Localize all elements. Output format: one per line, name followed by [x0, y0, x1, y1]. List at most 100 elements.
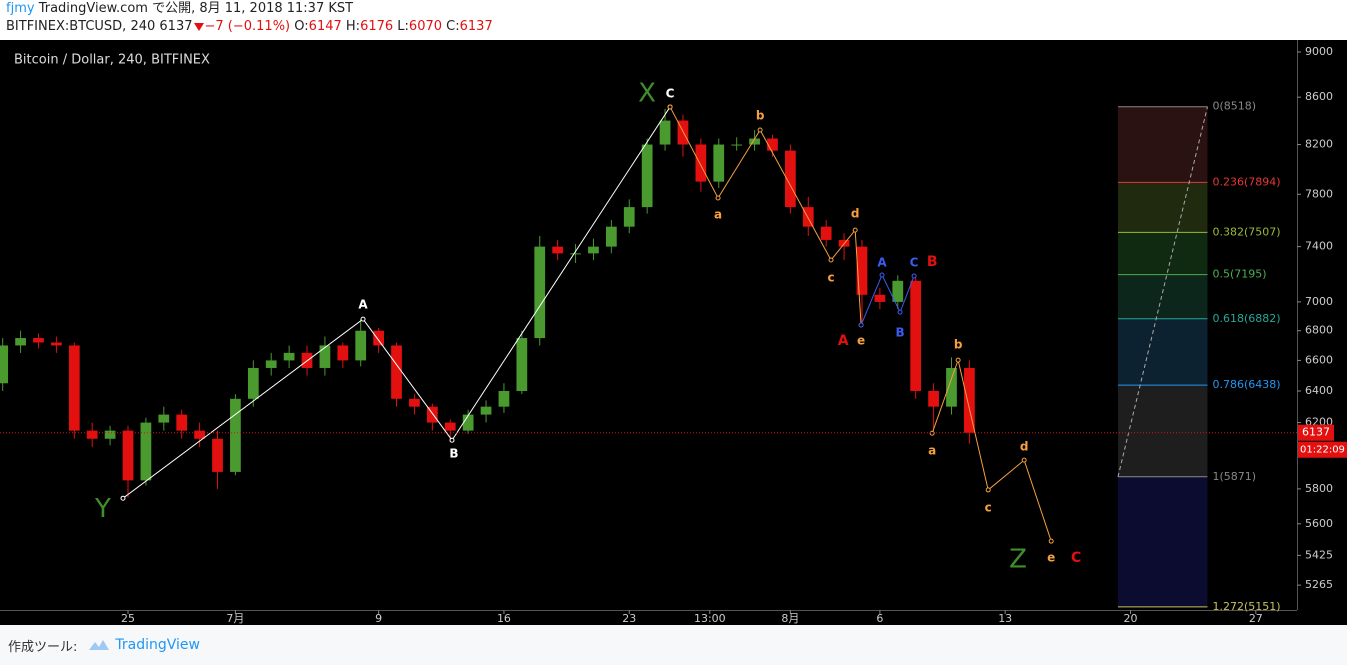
candle-body [910, 280, 922, 392]
wave-point [985, 487, 991, 493]
candle-body [534, 246, 546, 339]
wave-label: a [928, 444, 936, 458]
candle-body [140, 422, 152, 481]
ohlc-label: C: [446, 19, 460, 34]
candle-body [426, 406, 438, 423]
wave-point [1048, 538, 1054, 544]
x-tick-label: 20 [1124, 612, 1138, 625]
wave-point [449, 437, 455, 443]
wave-point [911, 273, 917, 279]
change: −7 (−0.11%) [204, 19, 291, 34]
candles [0, 108, 975, 498]
fib-label: 0.236(7894) [1212, 175, 1280, 188]
candle-body [964, 367, 975, 433]
degree-label: Z [1009, 544, 1027, 574]
y-tick-label: 8600 [1305, 90, 1333, 103]
x-tick-label: 27 [1249, 612, 1263, 625]
y-tick-label: 7400 [1305, 240, 1333, 253]
ohlc-label: O: [294, 19, 309, 34]
candle-body [373, 330, 384, 346]
y-tick-label: 9000 [1305, 45, 1333, 58]
wave-label: B [927, 254, 938, 270]
candle-body [212, 438, 223, 472]
wave-label: a [714, 208, 722, 222]
chart: 0(8518) 0.236(7894) 0.382(7507) 0.5(7195) 0.… [0, 40, 1347, 625]
x-tick-label: 13 [998, 612, 1012, 625]
fib-trend [1117, 106, 1208, 477]
wave-label: A [877, 256, 887, 270]
candle-body [444, 422, 456, 431]
candle-body [928, 391, 939, 407]
x-tick-label: 13:00 [694, 612, 726, 625]
candle-body [104, 430, 116, 439]
publisher[interactable]: fjmy [6, 1, 35, 16]
candle-body [355, 330, 367, 361]
wave-label: C [666, 87, 675, 101]
wave-label: C [1071, 550, 1081, 566]
candle-body [480, 406, 492, 415]
fib-label: 0(8518) [1212, 100, 1256, 113]
publish-line: fjmy TradingView.com で公開, 8月 11, 2018 11… [6, 0, 1347, 18]
candle-body [820, 226, 832, 240]
ohlc-value: 6176 [360, 19, 394, 34]
candle-body [194, 430, 205, 439]
candle-body [68, 345, 80, 431]
candle-body [283, 352, 295, 361]
candle-body [337, 345, 349, 361]
candle-body [33, 338, 44, 343]
x-tick-label: 8月 [781, 612, 799, 625]
last: 6137 [159, 19, 193, 34]
fib-retracement: 0(8518) 0.236(7894) 0.382(7507) 0.5(7195) 0.… [1117, 100, 1281, 613]
ohlc-value: 6147 [308, 19, 342, 34]
degree-label: X [638, 78, 656, 108]
ohlc-value: 6137 [459, 19, 493, 34]
fib-label: 1(5871) [1212, 470, 1256, 483]
y-tick-label: 7800 [1305, 187, 1333, 200]
candle-body [659, 120, 671, 145]
header: fjmy TradingView.com で公開, 8月 11, 2018 11… [0, 0, 1347, 40]
wave-point [757, 127, 763, 133]
wave-point [1021, 457, 1027, 463]
candle-body [122, 430, 134, 481]
candle-body [552, 246, 564, 254]
y-tick-label: 6400 [1305, 384, 1333, 397]
wave-label: e [857, 334, 865, 348]
candle-body [641, 144, 653, 208]
wave-point [828, 257, 834, 263]
brand[interactable]: TradingView [115, 637, 200, 653]
y-tick-label: 5800 [1305, 482, 1333, 495]
candle-body [516, 338, 528, 392]
wave-label: c [985, 501, 992, 515]
candle-body [0, 345, 9, 384]
wave-point [120, 495, 126, 501]
candle-body [86, 430, 98, 439]
candle-body [892, 280, 904, 302]
degree-label: Y [94, 494, 111, 524]
y-tick-label: 6600 [1305, 353, 1333, 366]
wave-label: d [851, 207, 860, 221]
fib-zone [1117, 232, 1208, 275]
candle-body [749, 138, 760, 145]
wave-line [860, 273, 915, 326]
candle-body [391, 345, 402, 399]
candle-body [409, 398, 420, 407]
down-arrow [193, 22, 204, 31]
chart-title: Bitcoin / Dollar, 240, BITFINEX [14, 53, 210, 68]
footer: 作成ツール: TradingView [0, 625, 1347, 665]
y-tick-label: 7000 [1305, 295, 1333, 308]
candle-body [570, 253, 581, 255]
published: TradingView.com で公開, 8月 11, 2018 11:37 K… [38, 1, 354, 16]
fib-zone [1117, 385, 1208, 477]
fib-zone [1117, 274, 1208, 319]
wave-label: d [1020, 440, 1029, 454]
y-tick-label: 6800 [1305, 324, 1333, 337]
wave-label: A [838, 333, 849, 349]
wave-point [715, 195, 721, 201]
wave-line [669, 106, 862, 326]
wave-point [897, 309, 903, 315]
wave-point [955, 357, 961, 363]
wave-point [852, 227, 858, 233]
wave-point [360, 316, 366, 322]
